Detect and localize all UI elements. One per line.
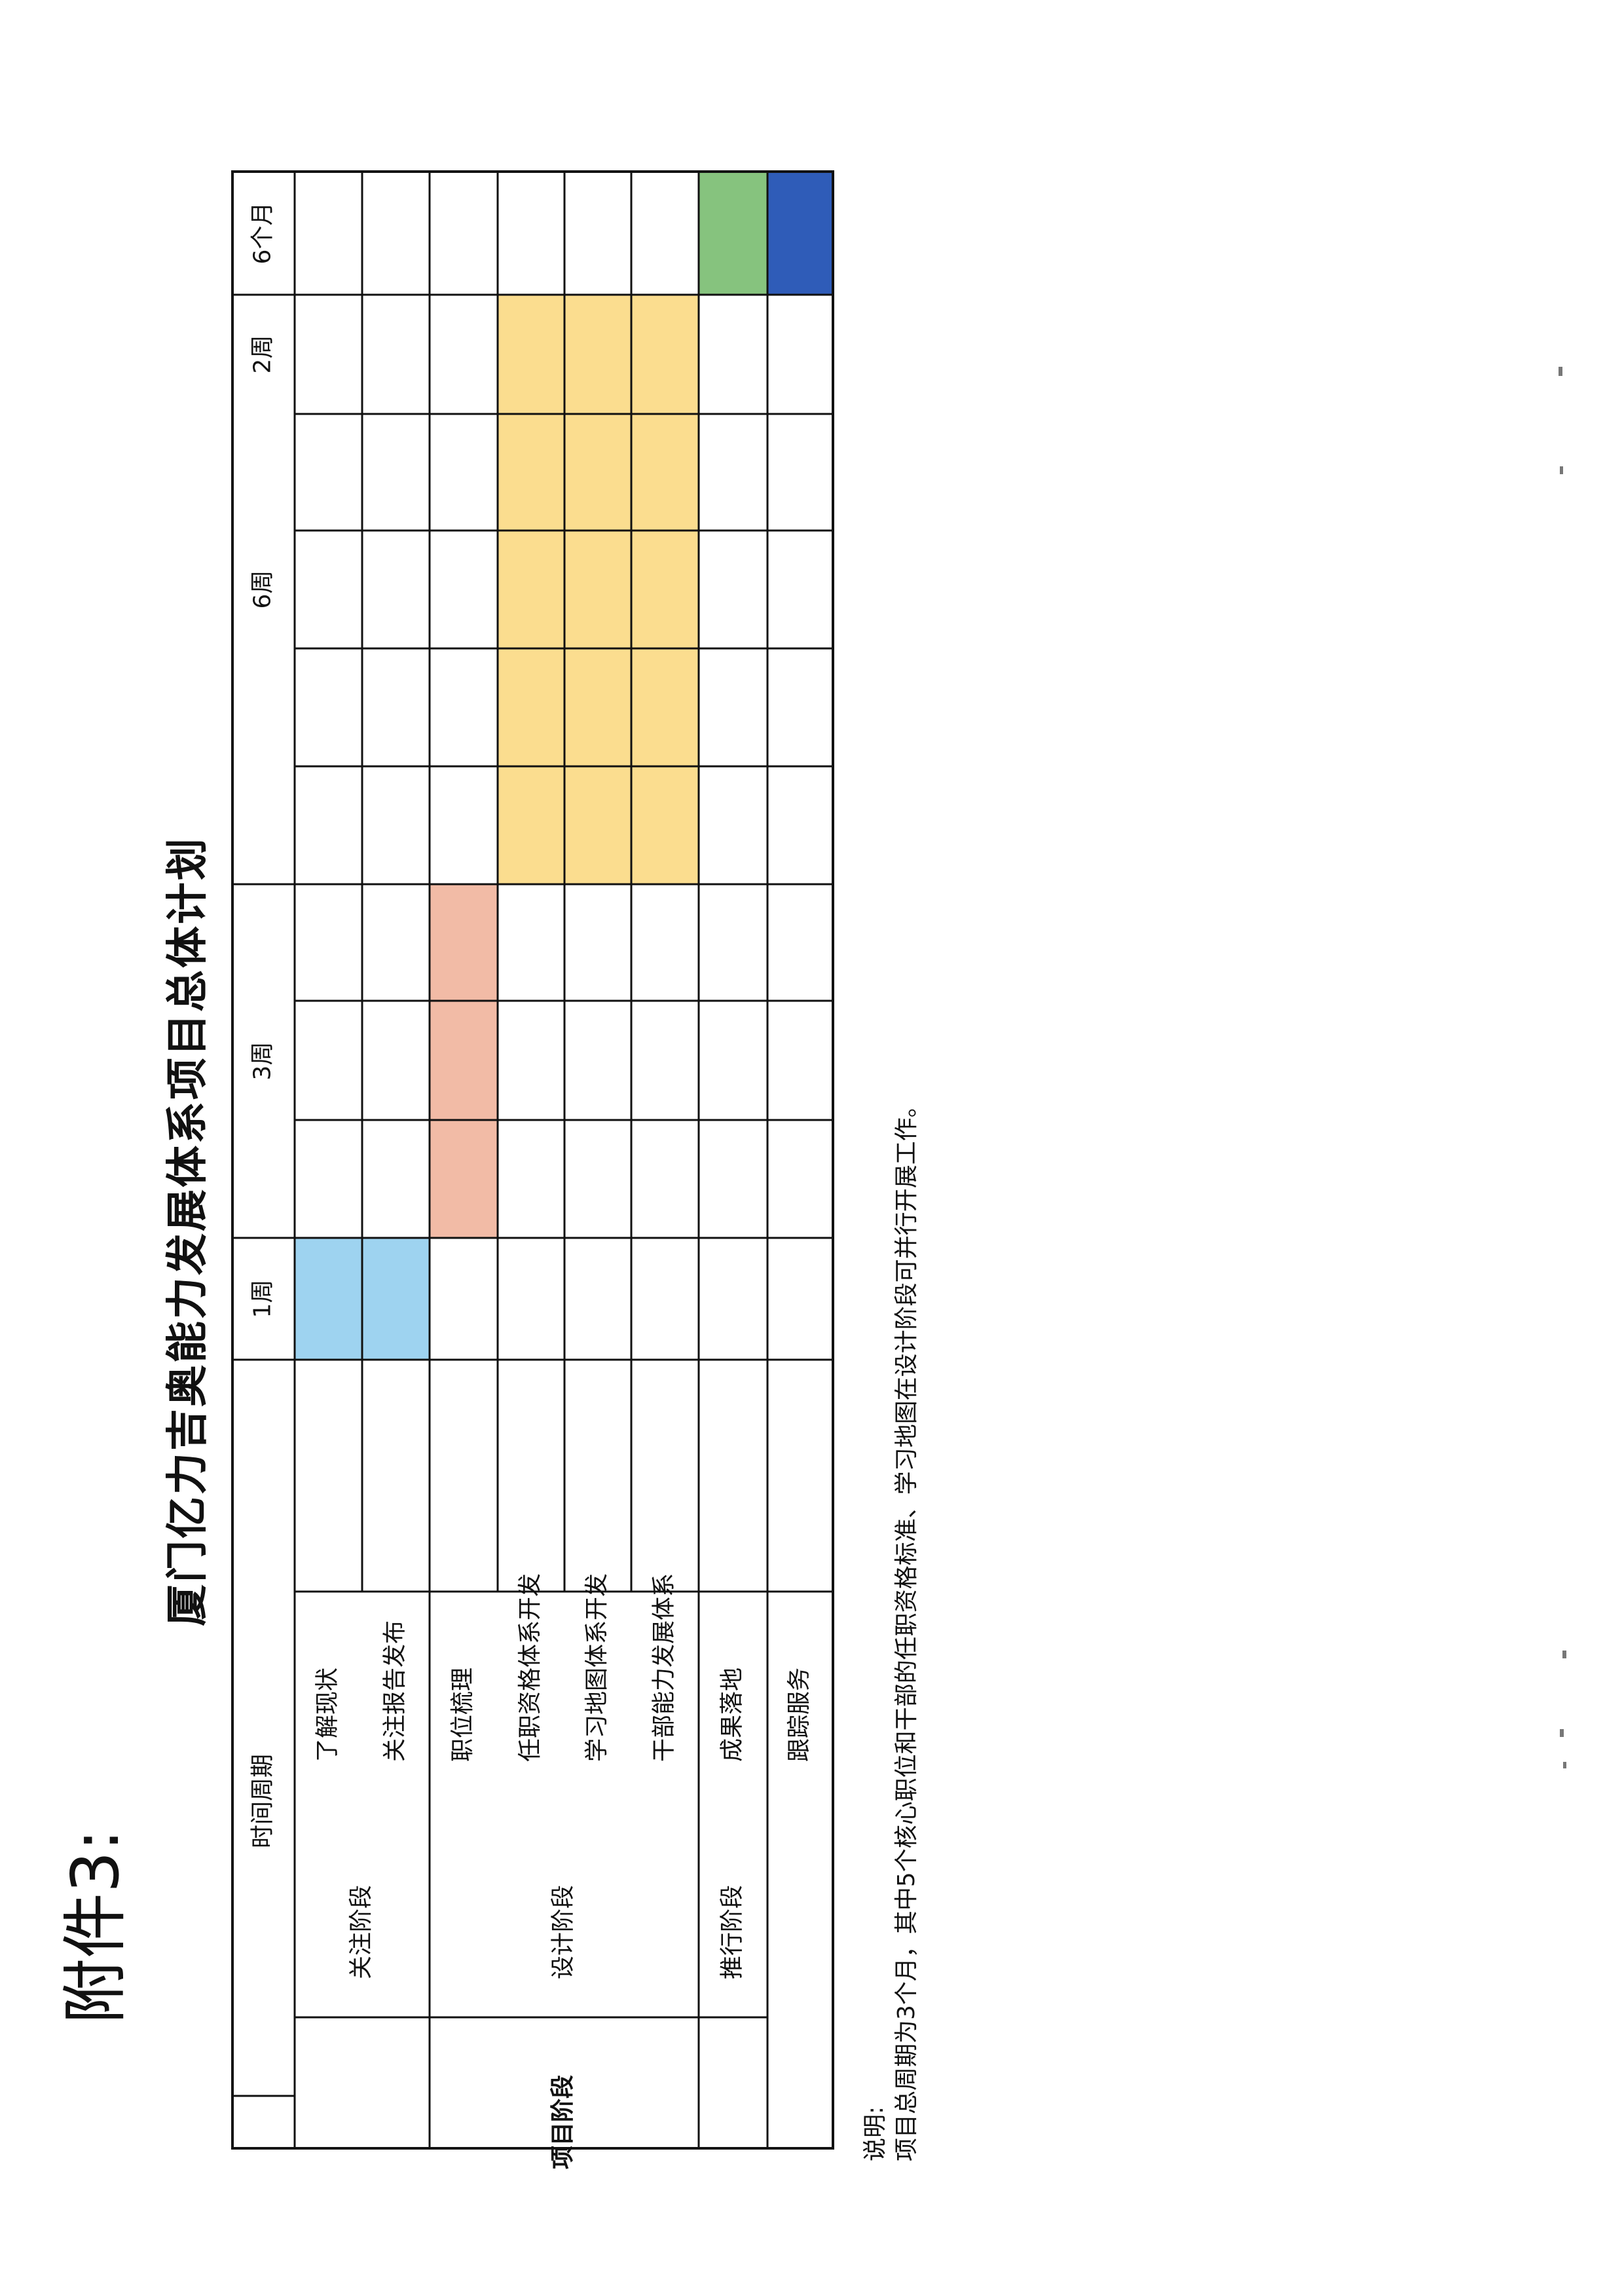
header-week3: 3周 — [249, 1042, 276, 1081]
phase-rollout: 推行阶段 — [719, 1885, 746, 1979]
phase-attention: 关注阶段 — [348, 1885, 375, 1979]
task-bar-5 — [564, 295, 631, 884]
header-time-period: 时间周期 — [249, 1754, 276, 1848]
header-week2: 2周 — [249, 335, 276, 374]
task-bar-6 — [631, 295, 699, 884]
scan-artifacts — [1559, 367, 1566, 1768]
attachment-label: 附件3: — [57, 1829, 134, 2024]
task-bar-7 — [699, 172, 767, 295]
notes-heading: 说明: — [862, 2106, 889, 2161]
task-label-8: 跟踪服务 — [786, 1668, 813, 1762]
task-label-3: 职位梳理 — [449, 1668, 476, 1762]
task-label-7: 成果落地 — [719, 1668, 746, 1762]
page-title: 厦门亿力吉奥能力发展体系项目总体计划 — [164, 836, 212, 1626]
task-label-2: 关注报告发布 — [382, 1620, 409, 1762]
task-bar-4 — [498, 295, 564, 884]
task-bar-2 — [362, 1238, 430, 1360]
task-label-5: 学习地图体系开发 — [583, 1573, 610, 1762]
task-label-4: 任职资格体系开发 — [517, 1573, 544, 1762]
task-bar-8 — [767, 172, 833, 295]
header-week1: 1周 — [249, 1280, 276, 1318]
phase-design: 设计阶段 — [550, 1885, 577, 1979]
task-bar-1 — [295, 1238, 362, 1360]
task-bar-3 — [430, 884, 498, 1238]
task-label-6: 干部能力发展体系 — [651, 1573, 678, 1762]
header-week6: 6周 — [249, 570, 276, 609]
header-month6: 6个月 — [249, 202, 276, 265]
notes-text: 项目总周期为3个月，其中5个核心职位和干部的任职资格标准、学习地图在设计阶段可并… — [893, 1094, 920, 2161]
task-label-1: 了解现状 — [314, 1668, 341, 1762]
project-stage-label: 项目阶段 — [549, 2075, 576, 2169]
